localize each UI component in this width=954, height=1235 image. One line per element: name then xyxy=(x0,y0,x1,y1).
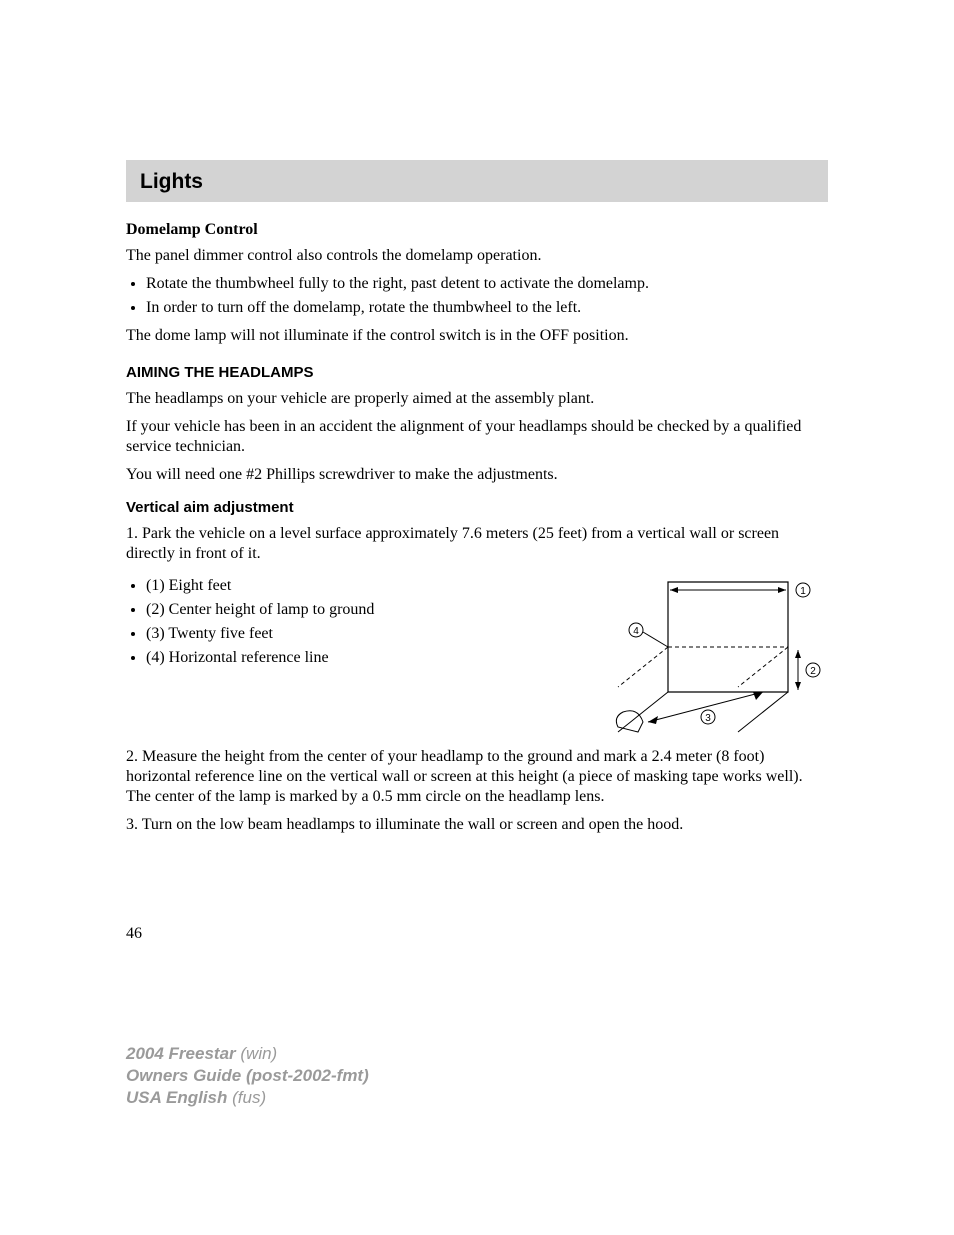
domelamp-intro: The panel dimmer control also controls t… xyxy=(126,246,828,266)
footer-line-3: USA English (fus) xyxy=(126,1087,828,1109)
aiming-p1: The headlamps on your vehicle are proper… xyxy=(126,389,828,409)
vertical-step3: 3. Turn on the low beam headlamps to ill… xyxy=(126,815,828,835)
callout-4-label: 4 xyxy=(633,626,639,637)
vertical-title: Vertical aim adjustment xyxy=(126,499,828,518)
arrowhead-icon xyxy=(648,716,658,724)
aiming-section: AIMING THE HEADLAMPS The headlamps on yo… xyxy=(126,364,828,485)
section-title: Lights xyxy=(140,170,814,194)
document-footer: 2004 Freestar (win) Owners Guide (post-2… xyxy=(126,1043,828,1109)
legend-column: (1) Eight feet (2) Center height of lamp… xyxy=(126,572,588,676)
footer-model: 2004 Freestar xyxy=(126,1044,240,1063)
vertical-section: Vertical aim adjustment 1. Park the vehi… xyxy=(126,499,828,835)
callout-3-label: 3 xyxy=(705,713,711,724)
floor-line xyxy=(618,692,668,732)
document-page: Lights Domelamp Control The panel dimmer… xyxy=(0,0,954,1169)
footer-line-1: 2004 Freestar (win) xyxy=(126,1043,828,1065)
domelamp-note: The dome lamp will not illuminate if the… xyxy=(126,326,828,346)
aiming-p3: You will need one #2 Phillips screwdrive… xyxy=(126,465,828,485)
wall-shape xyxy=(668,582,788,692)
list-item: (3) Twenty five feet xyxy=(146,624,588,644)
domelamp-title: Domelamp Control xyxy=(126,220,828,240)
callout-4-leader xyxy=(643,632,668,647)
floor-dashed xyxy=(618,647,668,687)
arrowhead-icon xyxy=(795,682,801,690)
diagram-column: 1 2 xyxy=(608,572,828,747)
footer-line-2: Owners Guide (post-2002-fmt) xyxy=(126,1065,828,1087)
section-header-bar: Lights xyxy=(126,160,828,202)
vertical-step2: 2. Measure the height from the center of… xyxy=(126,747,828,807)
headlamp-icon xyxy=(616,710,643,731)
footer-guide: Owners Guide (post-2002-fmt) xyxy=(126,1066,369,1085)
floor-dashed xyxy=(738,647,788,687)
callout-2-label: 2 xyxy=(810,666,816,677)
arrowhead-icon xyxy=(778,587,786,593)
arrowhead-icon xyxy=(670,587,678,593)
list-item: In order to turn off the domelamp, rotat… xyxy=(146,298,828,318)
domelamp-bullets: Rotate the thumbwheel fully to the right… xyxy=(126,274,828,318)
list-item: (4) Horizontal reference line xyxy=(146,648,588,668)
list-item: (1) Eight feet xyxy=(146,576,588,596)
floor-line xyxy=(738,692,788,732)
callout-1-label: 1 xyxy=(800,586,806,597)
list-item: (2) Center height of lamp to ground xyxy=(146,600,588,620)
page-number: 46 xyxy=(126,925,828,943)
aiming-p2: If your vehicle has been in an accident … xyxy=(126,417,828,457)
arrowhead-icon xyxy=(753,692,763,700)
list-item: Rotate the thumbwheel fully to the right… xyxy=(146,274,828,294)
legend-list: (1) Eight feet (2) Center height of lamp… xyxy=(126,576,588,668)
footer-code1: (win) xyxy=(240,1044,277,1063)
arrowhead-icon xyxy=(795,650,801,658)
footer-lang: USA English xyxy=(126,1088,232,1107)
legend-diagram-row: (1) Eight feet (2) Center height of lamp… xyxy=(126,572,828,747)
footer-code3: (fus) xyxy=(232,1088,266,1107)
aiming-title: AIMING THE HEADLAMPS xyxy=(126,364,828,383)
domelamp-section: Domelamp Control The panel dimmer contro… xyxy=(126,220,828,346)
headlamp-aim-diagram: 1 2 xyxy=(608,572,828,742)
vertical-step1: 1. Park the vehicle on a level surface a… xyxy=(126,524,828,564)
